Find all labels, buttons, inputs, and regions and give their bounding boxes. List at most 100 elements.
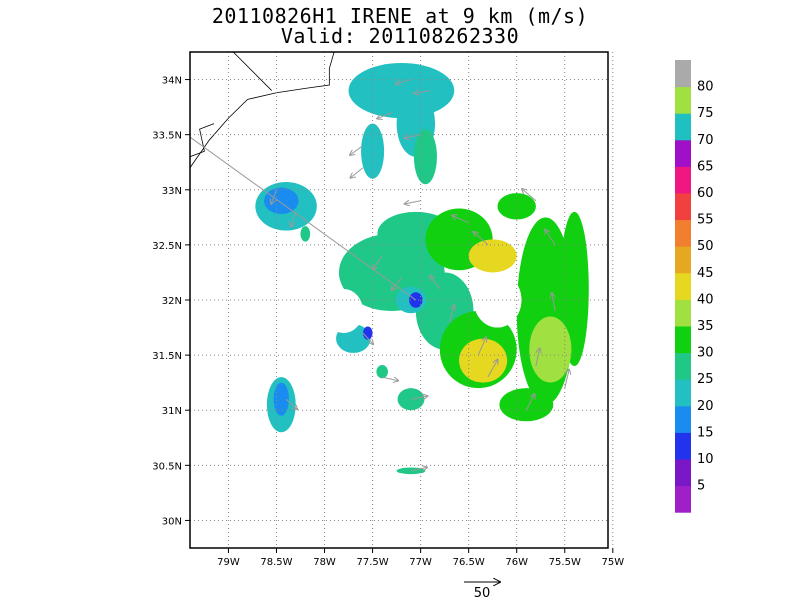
y-tick-label: 30N — [162, 516, 182, 527]
colorbar-label: 10 — [697, 452, 714, 467]
colorbar-swatch — [675, 405, 691, 433]
colorbar-swatch — [675, 272, 691, 300]
colorbar-label: 35 — [697, 319, 714, 334]
chart-title: 20110826H1 IRENE at 9 km (m/s) — [211, 4, 589, 28]
colorbar-swatch — [675, 139, 691, 167]
y-tick-label: 32.5N — [152, 241, 182, 252]
coastline-path — [190, 123, 215, 158]
wind-speed-field — [255, 63, 589, 475]
field-cell — [559, 211, 589, 367]
wind-vector — [382, 377, 398, 381]
field-cell — [459, 338, 508, 383]
field-cell — [413, 129, 437, 185]
wind-vector — [522, 189, 537, 202]
wind-vector — [271, 189, 277, 204]
colorbar-swatch — [675, 485, 691, 513]
y-tick-label: 33.5N — [152, 131, 182, 142]
wind-vector — [525, 394, 534, 411]
wind-vector — [410, 396, 427, 399]
x-tick-label: 75W — [601, 557, 624, 568]
colorbar-swatch — [675, 379, 691, 407]
colorbar-label: 15 — [697, 425, 714, 440]
colorbar: 5 10 15 20 25 30 35 40 45 50 55 60 65 70 75 80 — [675, 60, 714, 513]
wind-vector — [285, 398, 297, 409]
field-cell — [361, 123, 385, 179]
wind-vector — [477, 337, 486, 356]
y-tick-label: 34N — [162, 76, 182, 87]
wind-vector — [377, 112, 392, 119]
wind-vector — [564, 370, 569, 389]
colorbar-label: 20 — [697, 399, 714, 414]
colorbar-swatch — [675, 432, 691, 460]
wind-vectors — [190, 79, 569, 471]
colorbar-label: 40 — [697, 292, 714, 307]
colorbar-swatch — [675, 86, 691, 114]
wind-vector — [545, 230, 556, 246]
wind-vector — [452, 215, 469, 224]
wind-vector — [448, 305, 454, 323]
colorbar-label: 25 — [697, 372, 714, 387]
y-tick-label: 32N — [162, 296, 182, 307]
colorbar-label: 30 — [697, 346, 714, 361]
colorbar-label: 55 — [697, 213, 714, 228]
colorbar-swatch — [675, 166, 691, 194]
wind-vector — [487, 360, 498, 378]
field-cell — [529, 316, 572, 383]
field-cell — [499, 388, 554, 422]
y-axis: 30N 30.5N 31N 31.5N 32N 32.5N 33N 33.5N 34N — [152, 76, 190, 527]
x-tick-label: 78W — [313, 557, 336, 568]
field-cell — [397, 388, 425, 411]
wind-vector — [190, 136, 417, 301]
wind-vector — [473, 232, 489, 246]
coastline — [190, 52, 335, 168]
colorbar-swatch — [675, 326, 691, 354]
colorbar-swatch — [675, 113, 691, 141]
colorbar-swatch — [675, 246, 691, 274]
wind-vector — [552, 293, 555, 312]
colorbar-label: 75 — [697, 106, 714, 121]
y-tick-label: 31N — [162, 406, 182, 417]
colorbar-swatch — [675, 352, 691, 380]
wind-vector — [396, 79, 412, 84]
reference-vector: 50 — [464, 582, 500, 600]
wind-vector — [410, 467, 427, 470]
colorbar-swatch — [675, 459, 691, 487]
x-tick-label: 75.5W — [549, 557, 581, 568]
colorbar-swatch — [675, 299, 691, 327]
colorbar-swatch — [675, 193, 691, 221]
state-border — [232, 52, 272, 91]
wind-vector — [350, 145, 364, 155]
colorbar-label: 60 — [697, 186, 714, 201]
colorbar-label: 65 — [697, 159, 714, 174]
wind-vector — [373, 255, 383, 269]
colorbar-label: 50 — [697, 239, 714, 254]
y-tick-label: 30.5N — [152, 461, 182, 472]
x-tick-label: 76W — [505, 557, 528, 568]
wind-vector — [362, 332, 373, 344]
x-tick-label: 76.5W — [453, 557, 485, 568]
x-tick-label: 79W — [217, 557, 240, 568]
colorbar-label: 70 — [697, 133, 714, 148]
field-cell — [468, 239, 517, 273]
y-tick-label: 31.5N — [152, 351, 182, 362]
wind-vector — [414, 91, 431, 94]
reference-vector-label: 50 — [474, 586, 491, 600]
wind-vector — [392, 277, 402, 290]
colorbar-swatch — [675, 219, 691, 247]
colorbar-label: 80 — [697, 80, 714, 95]
wind-vector — [405, 201, 421, 204]
coastline-path — [190, 52, 335, 168]
field-cell — [497, 193, 536, 220]
x-tick-label: 78.5W — [260, 557, 292, 568]
chart-subtitle: Valid: 201108262330 — [280, 24, 520, 48]
y-tick-label: 33N — [162, 186, 182, 197]
wind-vector — [430, 276, 441, 290]
field-cell — [273, 382, 289, 416]
wind-vector — [535, 349, 540, 367]
colorbar-label: 5 — [697, 479, 705, 494]
field-cell — [300, 226, 311, 242]
field-cell — [376, 365, 388, 379]
wind-vector — [405, 135, 421, 138]
field-cell — [263, 187, 299, 215]
x-axis: 79W 78.5W 78W 77.5W 77W 76.5W 76W 75.5W 75W — [217, 548, 624, 568]
